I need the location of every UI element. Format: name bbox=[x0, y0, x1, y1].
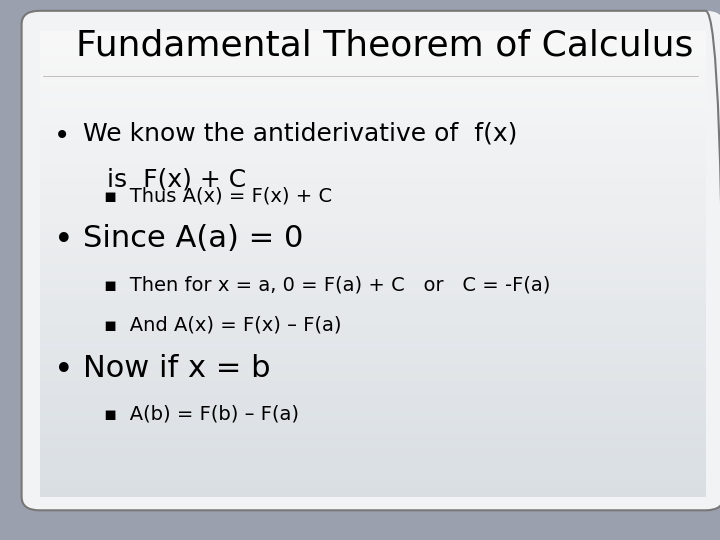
Bar bbox=[40, 47, 706, 56]
Bar bbox=[40, 233, 706, 241]
Text: ▪  A(b) = F(b) – F(a): ▪ A(b) = F(b) – F(a) bbox=[104, 405, 300, 424]
Bar bbox=[40, 410, 706, 420]
Bar bbox=[40, 310, 706, 319]
Bar bbox=[40, 117, 706, 125]
Text: We know the antiderivative of  f(x): We know the antiderivative of f(x) bbox=[83, 122, 517, 145]
Bar bbox=[40, 124, 706, 133]
Bar bbox=[40, 62, 706, 71]
Bar bbox=[40, 488, 706, 497]
Bar bbox=[40, 457, 706, 466]
Bar bbox=[40, 395, 706, 404]
Bar bbox=[40, 85, 706, 94]
Bar bbox=[40, 426, 706, 435]
Bar bbox=[40, 349, 706, 357]
Bar bbox=[40, 480, 706, 489]
Bar bbox=[40, 93, 706, 102]
Text: Now if x = b: Now if x = b bbox=[83, 354, 270, 383]
Bar bbox=[40, 248, 706, 257]
Bar bbox=[40, 163, 706, 172]
Bar bbox=[40, 140, 706, 149]
Bar bbox=[40, 178, 706, 187]
Text: Since A(a) = 0: Since A(a) = 0 bbox=[83, 224, 303, 253]
Bar bbox=[40, 271, 706, 280]
Text: ▪  Thus A(x) = F(x) + C: ▪ Thus A(x) = F(x) + C bbox=[104, 186, 333, 205]
Bar bbox=[40, 302, 706, 311]
Bar bbox=[40, 434, 706, 443]
Bar bbox=[40, 39, 706, 48]
Bar bbox=[40, 372, 706, 381]
Bar bbox=[40, 465, 706, 474]
Bar bbox=[40, 356, 706, 365]
Bar bbox=[40, 217, 706, 226]
Bar bbox=[40, 55, 706, 63]
Bar bbox=[40, 78, 706, 86]
Text: •: • bbox=[54, 122, 71, 150]
Bar bbox=[40, 318, 706, 327]
Text: is  F(x) + C: is F(x) + C bbox=[83, 167, 246, 191]
Text: Fundamental Theorem of Calculus: Fundamental Theorem of Calculus bbox=[76, 29, 693, 63]
Bar bbox=[40, 403, 706, 411]
Bar bbox=[40, 341, 706, 350]
Bar bbox=[40, 101, 706, 110]
Bar bbox=[40, 256, 706, 265]
FancyBboxPatch shape bbox=[22, 11, 720, 510]
Bar bbox=[40, 70, 706, 79]
Bar bbox=[40, 147, 706, 156]
Bar bbox=[40, 240, 706, 249]
Bar bbox=[40, 418, 706, 427]
Bar bbox=[40, 364, 706, 373]
Text: •: • bbox=[54, 224, 73, 257]
Bar bbox=[40, 210, 706, 218]
Bar bbox=[40, 380, 706, 388]
Bar bbox=[40, 294, 706, 303]
Bar bbox=[40, 472, 706, 481]
Bar bbox=[40, 279, 706, 288]
Bar bbox=[40, 333, 706, 342]
Text: •: • bbox=[54, 354, 73, 387]
Bar bbox=[40, 201, 706, 211]
Bar bbox=[40, 225, 706, 234]
Bar bbox=[40, 132, 706, 141]
Bar bbox=[40, 194, 706, 202]
Bar bbox=[40, 186, 706, 195]
Text: ▪  Then for x = a, 0 = F(a) + C   or   C = -F(a): ▪ Then for x = a, 0 = F(a) + C or C = -F… bbox=[104, 275, 551, 294]
Bar bbox=[40, 264, 706, 272]
Bar bbox=[40, 326, 706, 334]
Bar bbox=[40, 442, 706, 450]
Bar bbox=[40, 287, 706, 295]
Bar bbox=[40, 109, 706, 118]
Bar bbox=[40, 155, 706, 164]
Bar bbox=[40, 31, 706, 40]
Bar bbox=[40, 171, 706, 179]
Text: ▪  And A(x) = F(x) – F(a): ▪ And A(x) = F(x) – F(a) bbox=[104, 316, 342, 335]
Bar bbox=[40, 387, 706, 396]
Bar bbox=[40, 449, 706, 458]
